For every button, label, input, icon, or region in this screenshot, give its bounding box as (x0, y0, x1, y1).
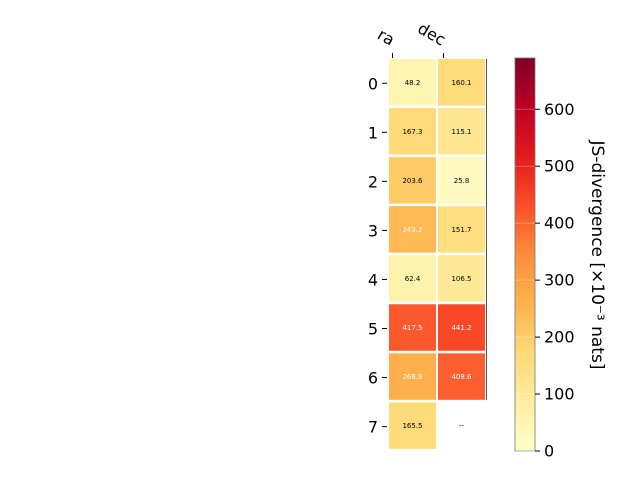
row-tick-label: 1 (368, 123, 378, 142)
row-tick-label: 2 (368, 172, 378, 191)
cell-value-label: 62.4 (405, 275, 421, 283)
cell-value-label: 160.1 (451, 79, 471, 87)
row-tick-label: 4 (368, 270, 378, 289)
heatmap-cell (389, 157, 436, 204)
cell-value-label: 106.5 (451, 275, 471, 283)
heatmap-cell (438, 255, 485, 302)
colorbar-gradient (514, 57, 536, 452)
cell-value-label: 151.7 (451, 226, 471, 234)
heatmap-cell (389, 402, 436, 449)
column-tick-label: dec (415, 19, 449, 50)
heatmap-cell (389, 206, 436, 253)
cell-value-label: -- (459, 422, 465, 430)
colorbar-tick-label: 300 (544, 271, 575, 290)
cell-value-label: 48.2 (405, 79, 421, 87)
heatmap-cells: 48.2 160.1 167.3 115.1 203.6 25.8 243.2 151.7 62… (389, 59, 487, 449)
row-tick-label: 6 (368, 369, 378, 388)
heatmap-cell (389, 353, 436, 400)
colorbar: 0 100 200 300 400 500 600 JS-divergence [×10⁻³ … (514, 57, 607, 461)
heatmap-cell (438, 59, 485, 106)
cell-value-label: 417.5 (402, 324, 422, 332)
row-tick-label: 0 (368, 74, 378, 93)
cell-value-label: 25.8 (454, 177, 470, 185)
row-tick-label: 3 (368, 221, 378, 240)
colorbar-tick-label: 100 (544, 385, 575, 404)
colorbar-tick-label: 0 (544, 442, 554, 461)
cell-value-label: 203.6 (402, 177, 423, 185)
column-tick-labels: ra dec (374, 19, 449, 58)
heatmap-cell (438, 206, 485, 253)
colorbar-tick-label: 600 (544, 100, 575, 119)
heatmap-cell (389, 108, 436, 155)
colorbar-axis-label: JS-divergence [×10⁻³ nats] (587, 140, 607, 370)
heatmap-cell (438, 108, 485, 155)
heatmap-cell (389, 304, 436, 351)
cell-value-label: 243.2 (402, 226, 422, 234)
colorbar-tick-label: 200 (544, 328, 575, 347)
row-tick-labels: 0 1 2 3 4 5 6 7 (368, 74, 387, 437)
cell-value-label: 408.6 (451, 373, 472, 381)
heatmap-cell (438, 304, 485, 351)
colorbar-tick-label: 500 (544, 157, 575, 176)
heatmap-cell (389, 59, 436, 106)
row-tick-label: 5 (368, 320, 378, 339)
cell-value-label: 165.5 (402, 422, 422, 430)
heatmap-cell (438, 157, 485, 204)
heatmap-cell (389, 255, 436, 302)
column-tick-label: ra (374, 25, 398, 50)
colorbar-tick-label: 400 (544, 214, 575, 233)
cell-value-label: 167.3 (402, 128, 422, 136)
cell-value-label: 115.1 (451, 128, 471, 136)
cell-value-label: 268.8 (402, 373, 422, 381)
cell-value-label: 441.2 (451, 324, 471, 332)
row-tick-label: 7 (368, 418, 378, 437)
heatmap-cell (438, 353, 485, 400)
